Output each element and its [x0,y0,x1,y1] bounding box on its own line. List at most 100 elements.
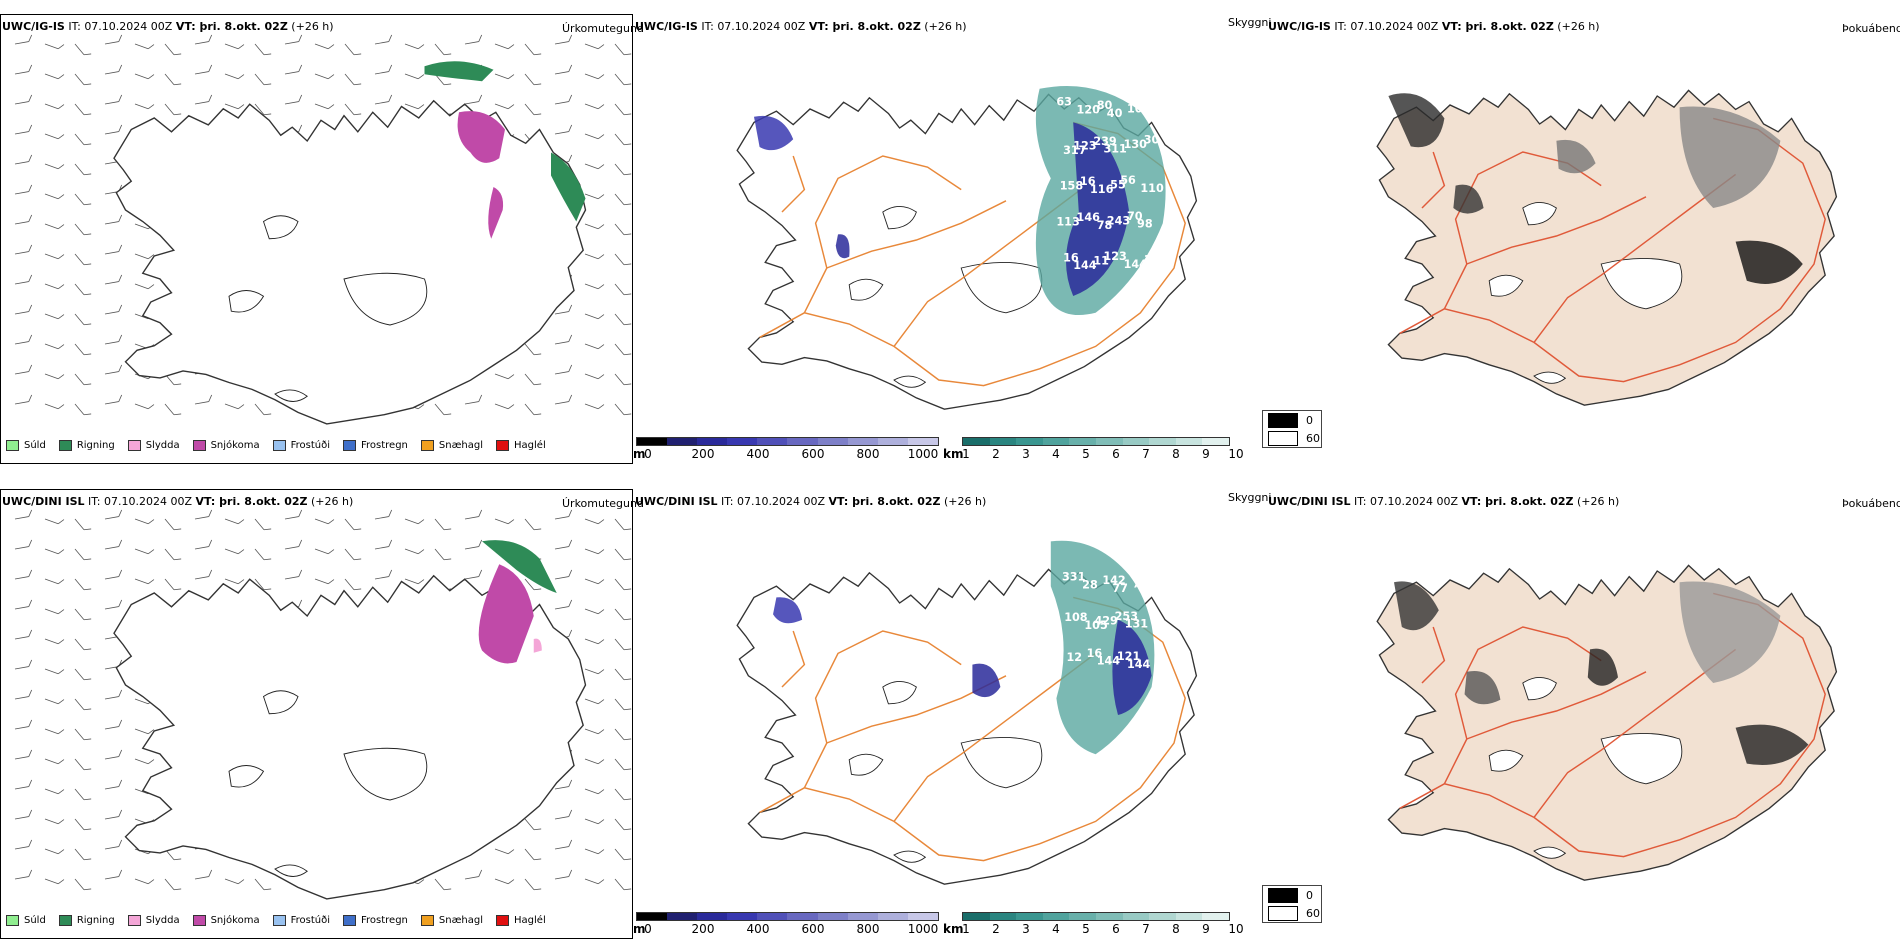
fog-index-area [1394,581,1439,631]
ceiling-value-label: 317 [1063,144,1086,157]
coastline [113,574,587,900]
wind-barb [104,569,123,580]
ceiling-value-label: 28 [1082,578,1098,591]
visibility-tick-label: 3 [1022,922,1030,936]
wind-barb [464,869,483,880]
wind-barb [524,848,542,861]
wind-barb [584,608,605,615]
colorbar-segment [1122,913,1150,920]
colorbar-segment [1175,438,1203,445]
ceiling-value-label: 11 [1093,255,1109,268]
ceiling-value-label: 12 [1066,651,1082,664]
wind-barb [614,403,632,416]
wind-barb [584,518,605,525]
wind-barb [554,509,573,520]
ceiling-tick-label: 200 [691,447,715,461]
wind-barb [44,818,65,825]
wind-barb [74,373,92,386]
wind-barb [164,403,182,416]
colorbar-segment [989,438,1017,445]
wind-barb [464,509,483,520]
fog-legend-label: 60 [1306,906,1320,920]
wind-barb [194,569,213,580]
wind-barb [614,818,632,831]
colorbar-segment [1016,438,1043,445]
legend-swatch [6,440,19,451]
wind-barb [614,253,632,266]
precip-type-map [14,34,632,425]
model-name: UWC/DINI ISL [635,495,718,508]
wind-barb [194,64,213,75]
precip-area-snow [457,111,505,163]
wind-barb [44,73,65,80]
wind-barb [104,124,123,135]
wind-barb [524,343,542,356]
wind-barb [14,719,33,730]
wind-barb [164,878,182,891]
init-time: IT: 07.10.2024 00Z [1330,20,1442,33]
colorbar-segment [847,913,878,920]
wind-barb [344,548,362,561]
wind-barb [494,878,515,885]
wind-barb [374,539,393,550]
wind-barb [614,283,632,296]
wind-barb [284,569,303,580]
ceiling-value-label: 253 [1115,610,1138,623]
wind-barb [74,608,92,621]
precip-type-title: Úrkomutegund [562,497,644,510]
legend-item: Rigning [58,440,115,451]
glacier-outline [1522,201,1557,226]
colorbar-segment [1095,913,1123,920]
fog-index-area [1679,106,1781,208]
visibility-tick-label: 5 [1082,447,1090,461]
precip-area-snow [478,564,534,664]
legend-swatch [58,440,72,451]
road-line [1421,626,1446,684]
legend-swatch [343,915,356,926]
wind-barb [134,43,155,50]
wind-barb [584,878,605,885]
wind-barb [614,668,632,681]
ceiling-tick-label: 1000 [907,922,939,936]
wind-barb [224,43,245,50]
glacier-outline [1600,733,1683,785]
colorbar-segment [963,913,990,920]
wind-barb [494,43,515,50]
wind-barb [44,728,65,735]
wind-barb [494,403,515,410]
visibility-tick-label: 4 [1052,922,1060,936]
wind-barb [254,878,272,891]
model-name: UWC/IG-IS [2,20,65,33]
legend-label: Snæhagl [438,440,484,451]
wind-barb [614,343,632,356]
wind-barb [74,283,92,296]
wind-barb [74,698,92,711]
wind-barb [554,569,573,580]
ceiling-tick-label: 600 [801,447,825,461]
precip-type-legend: Súld Rigning Slydda Snjókoma Frostúði Frostre… [6,440,559,451]
glacier-outline [228,290,265,313]
legend-label: Haglél [514,440,546,451]
ceiling-value-label: 108 [1064,611,1088,624]
wind-barb [584,758,605,765]
wind-barb [74,223,92,236]
wind-barb [584,373,605,380]
ceiling-value-label: 101 [1127,102,1151,115]
ceiling-value-label: 63 [1056,96,1072,109]
wind-barb [14,64,33,75]
glacier-outline [1488,274,1524,297]
wind-barb [14,154,33,165]
wind-barb [584,43,605,50]
legend-label: Frostúði [290,915,330,926]
init-time: IT: 07.10.2024 00Z [1350,495,1462,508]
wind-barb [614,728,632,741]
ceiling-value-label: 120 [1077,103,1101,116]
wind-barb [74,548,92,561]
wind-barb [44,193,65,200]
wind-barb [254,548,272,561]
wind-barb [14,304,33,315]
wind-barb [14,364,33,375]
wind-barb [194,34,213,45]
wind-barb [554,394,573,405]
wind-barb [404,43,425,50]
